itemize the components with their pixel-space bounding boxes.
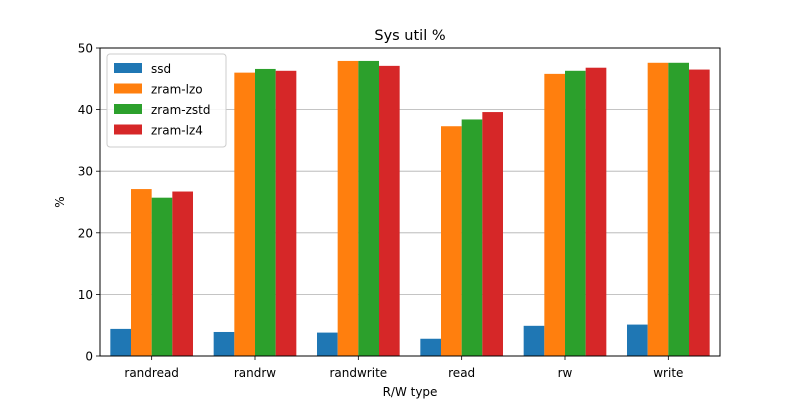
x-tick-label: randread: [124, 366, 179, 380]
bar-zram-lz4-randwrite: [379, 65, 400, 356]
bar-zram-lzo-write: [647, 62, 669, 357]
y-tick-label: 50: [78, 42, 93, 56]
bar-zram-lz4-write: [689, 69, 710, 356]
axes-layer: 0 10 20 30 40 50 randread randrw randwrite read rw…: [78, 42, 684, 381]
bar-zram-lzo-randread: [131, 189, 152, 356]
bar-zram-lzo-rw: [544, 73, 565, 356]
bar-ssd-write: [627, 324, 648, 356]
bar-zram-lz4-randrw: [275, 70, 297, 357]
legend-swatch-zram-zstd: [114, 104, 142, 114]
bar-zram-zstd-randread: [151, 197, 173, 356]
bar-zram-lzo-read: [441, 126, 462, 357]
x-tick-label: rw: [558, 366, 573, 380]
bar-zram-zstd-rw: [565, 70, 586, 357]
bar-zram-zstd-read: [461, 119, 483, 357]
x-tick-label: read: [448, 366, 475, 380]
plot-frame: [99, 47, 721, 357]
y-tick-label: 0: [85, 350, 93, 364]
bar-ssd-randread: [110, 328, 131, 356]
bar-zram-lzo-randrw: [234, 72, 255, 356]
bar-ssd-randwrite: [317, 332, 338, 356]
bar-ssd-read: [420, 338, 441, 356]
y-tick-label: 10: [78, 288, 93, 302]
bars-layer: [110, 60, 710, 357]
bar-ssd-randrw: [213, 331, 235, 356]
bar-zram-lz4-rw: [585, 67, 607, 356]
legend-box: [106, 53, 227, 148]
x-tick-label: randwrite: [329, 366, 387, 380]
legend-swatch-zram-lzo: [114, 83, 142, 94]
x-tick-label: randrw: [234, 366, 276, 380]
y-axis-label: %: [53, 196, 67, 207]
legend-swatch-ssd: [114, 63, 142, 73]
bar-zram-lz4-read: [482, 112, 503, 357]
y-tick-label: 40: [78, 103, 93, 117]
bar-zram-zstd-randrw: [255, 68, 276, 356]
y-tick-label: 20: [78, 226, 93, 240]
legend-swatch-zram-lz4: [114, 124, 142, 135]
bar-ssd-rw: [523, 325, 545, 356]
legend-label-zram-lzo: zram-lzo: [151, 83, 203, 97]
legend: ssd zram-lzo zram-zstd zram-lz4: [106, 53, 227, 148]
legend-label-ssd: ssd: [151, 62, 171, 76]
legend-label-zram-zstd: zram-zstd: [151, 103, 210, 117]
bar-zram-lz4-randread: [172, 191, 193, 356]
bar-zram-zstd-randwrite: [358, 60, 379, 356]
y-tick-label: 30: [78, 165, 93, 179]
x-tick-label: write: [653, 366, 683, 380]
bar-zram-lzo-randwrite: [337, 60, 359, 356]
legend-label-zram-lz4: zram-lz4: [151, 124, 203, 138]
bar-zram-zstd-write: [668, 62, 689, 357]
x-axis-label: R/W type: [383, 385, 438, 399]
chart-title: Sys util %: [374, 28, 445, 44]
